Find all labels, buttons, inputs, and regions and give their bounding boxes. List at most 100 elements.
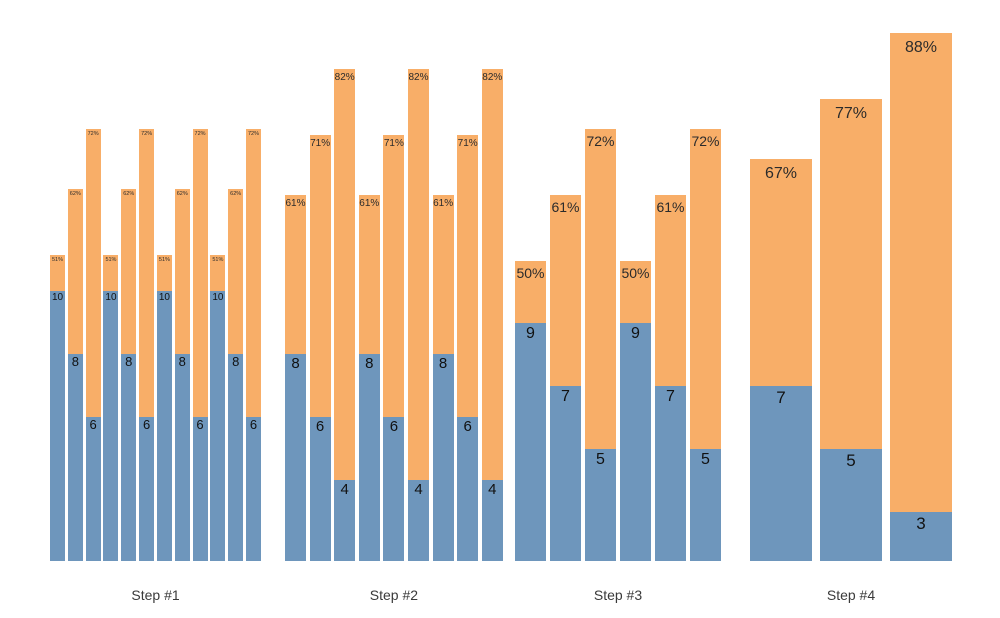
bar-value-label: 10 [158, 292, 170, 303]
bar-step2-3: 82% 4 [334, 69, 356, 561]
bar-bottom-segment: 7 [550, 385, 581, 561]
bar-bottom-segment: 7 [750, 385, 812, 561]
bar-percent-label: 51% [51, 257, 63, 263]
bar-bottom-segment: 5 [690, 448, 721, 561]
bar-percent-label: 51% [212, 257, 224, 263]
bar-percent-label: 82% [408, 72, 429, 83]
bar-percent-label: 82% [482, 72, 503, 83]
bar-value-label: 10 [212, 292, 224, 303]
bar-bottom-segment: 8 [228, 354, 244, 561]
bar-bottom-segment: 3 [890, 511, 952, 561]
bar-bottom-segment: 6 [192, 417, 208, 561]
bar-bottom-segment: 6 [246, 417, 262, 561]
bar-bottom-segment: 8 [174, 354, 190, 561]
bar-value-label: 3 [916, 513, 926, 533]
bar-percent-label: 50% [621, 265, 650, 281]
bar-step2-4: 61% 8 [358, 195, 380, 561]
bar-step4-2: 77% 5 [820, 99, 882, 561]
bar-value-label: 8 [125, 354, 133, 369]
bar-step1-9: 72% 6 [192, 129, 208, 561]
bar-percent-label: 62% [123, 191, 135, 197]
bar-value-label: 9 [631, 324, 640, 342]
bar-step3-2: 61% 7 [550, 195, 581, 561]
bar-value-label: 5 [846, 450, 856, 470]
bar-percent-label: 71% [310, 138, 331, 149]
bar-percent-label: 88% [904, 39, 938, 56]
bar-step1-7: 51% 10 [156, 255, 172, 561]
bar-bottom-segment: 10 [210, 291, 226, 561]
bar-step1-12: 72% 6 [246, 129, 262, 561]
bar-bottom-segment: 6 [457, 417, 479, 561]
bar-value-label: 4 [340, 481, 349, 498]
bar-value-label: 6 [196, 417, 204, 432]
bar-bottom-segment: 8 [432, 354, 454, 561]
bar-value-label: 8 [178, 354, 186, 369]
bar-value-label: 7 [666, 387, 675, 405]
bar-value-label: 4 [414, 481, 423, 498]
bar-step4-1: 67% 7 [750, 159, 812, 561]
bar-step2-5: 71% 6 [383, 135, 405, 561]
bar-value-label: 5 [596, 450, 605, 468]
bar-step3-6: 72% 5 [690, 129, 721, 561]
bar-value-label: 7 [561, 387, 570, 405]
bar-bottom-segment: 5 [820, 448, 882, 561]
bar-step1-10: 51% 10 [210, 255, 226, 561]
bar-bottom-segment: 8 [121, 354, 137, 561]
bar-step1-5: 62% 8 [121, 189, 137, 561]
bar-value-label: 6 [463, 418, 472, 435]
bar-bottom-segment: 4 [334, 480, 356, 561]
bar-percent-label: 51% [105, 257, 117, 263]
bar-step3-1: 50% 9 [515, 261, 546, 561]
bar-percent-label: 72% [194, 131, 206, 137]
bar-value-label: 6 [315, 418, 325, 435]
bar-value-label: 4 [488, 481, 497, 498]
bar-percent-label: 72% [87, 131, 99, 137]
bar-value-label: 6 [249, 417, 258, 432]
bar-step2-7: 61% 8 [432, 195, 454, 561]
bar-bottom-segment: 10 [50, 291, 65, 561]
bar-bottom-segment: 6 [85, 417, 101, 561]
bar-step1-6: 72% 6 [139, 129, 155, 561]
bar-value-label: 10 [51, 292, 64, 303]
bar-bottom-segment: 6 [139, 417, 155, 561]
plot-area: 51% 10 62% 8 72% 6 51% 10 62% 8 72% 6 51% 10 62% 8 72% 6 5… [50, 33, 952, 561]
bar-percent-label: 72% [248, 131, 260, 137]
bar-percent-label: 82% [334, 72, 355, 83]
bar-percent-label: 50% [516, 265, 545, 281]
bar-percent-label: 61% [551, 199, 580, 215]
bar-percent-label: 67% [764, 165, 798, 182]
bar-percent-label: 62% [69, 191, 81, 197]
bar-percent-label: 72% [586, 133, 615, 149]
bar-percent-label: 51% [158, 257, 170, 263]
bar-value-label: 8 [365, 355, 374, 372]
bar-value-label: 6 [389, 418, 399, 435]
bar-step1-1: 51% 10 [50, 255, 65, 561]
axis-label-step-1: Step #1 [131, 587, 180, 603]
bar-bottom-segment: 10 [156, 291, 172, 561]
bar-bottom-segment: 6 [309, 417, 331, 561]
bar-value-label: 8 [232, 354, 240, 369]
bar-step4-3: 88% 3 [890, 33, 952, 561]
bar-value-label: 5 [701, 450, 710, 468]
bar-bottom-segment: 4 [408, 480, 429, 561]
bar-bottom-segment: 10 [103, 291, 119, 561]
bar-percent-label: 72% [691, 133, 720, 149]
bar-percent-label: 62% [176, 191, 188, 197]
bar-step2-9: 82% 4 [481, 69, 503, 561]
bar-percent-label: 61% [656, 199, 685, 215]
bar-step1-2: 62% 8 [67, 189, 83, 561]
bar-percent-label: 61% [285, 198, 306, 209]
bar-bottom-segment: 7 [655, 385, 686, 561]
bar-step2-8: 71% 6 [457, 135, 479, 561]
bar-value-label: 8 [291, 355, 300, 372]
bar-percent-label: 71% [457, 138, 478, 149]
bar-step1-4: 51% 10 [103, 255, 119, 561]
bar-bottom-segment: 8 [285, 354, 306, 561]
bar-step1-3: 72% 6 [85, 129, 101, 561]
bar-step2-6: 82% 4 [408, 69, 429, 561]
bar-percent-label: 61% [433, 198, 454, 209]
bar-bottom-segment: 8 [67, 354, 83, 561]
bar-step3-3: 72% 5 [585, 129, 616, 561]
bar-value-label: 6 [89, 417, 97, 432]
